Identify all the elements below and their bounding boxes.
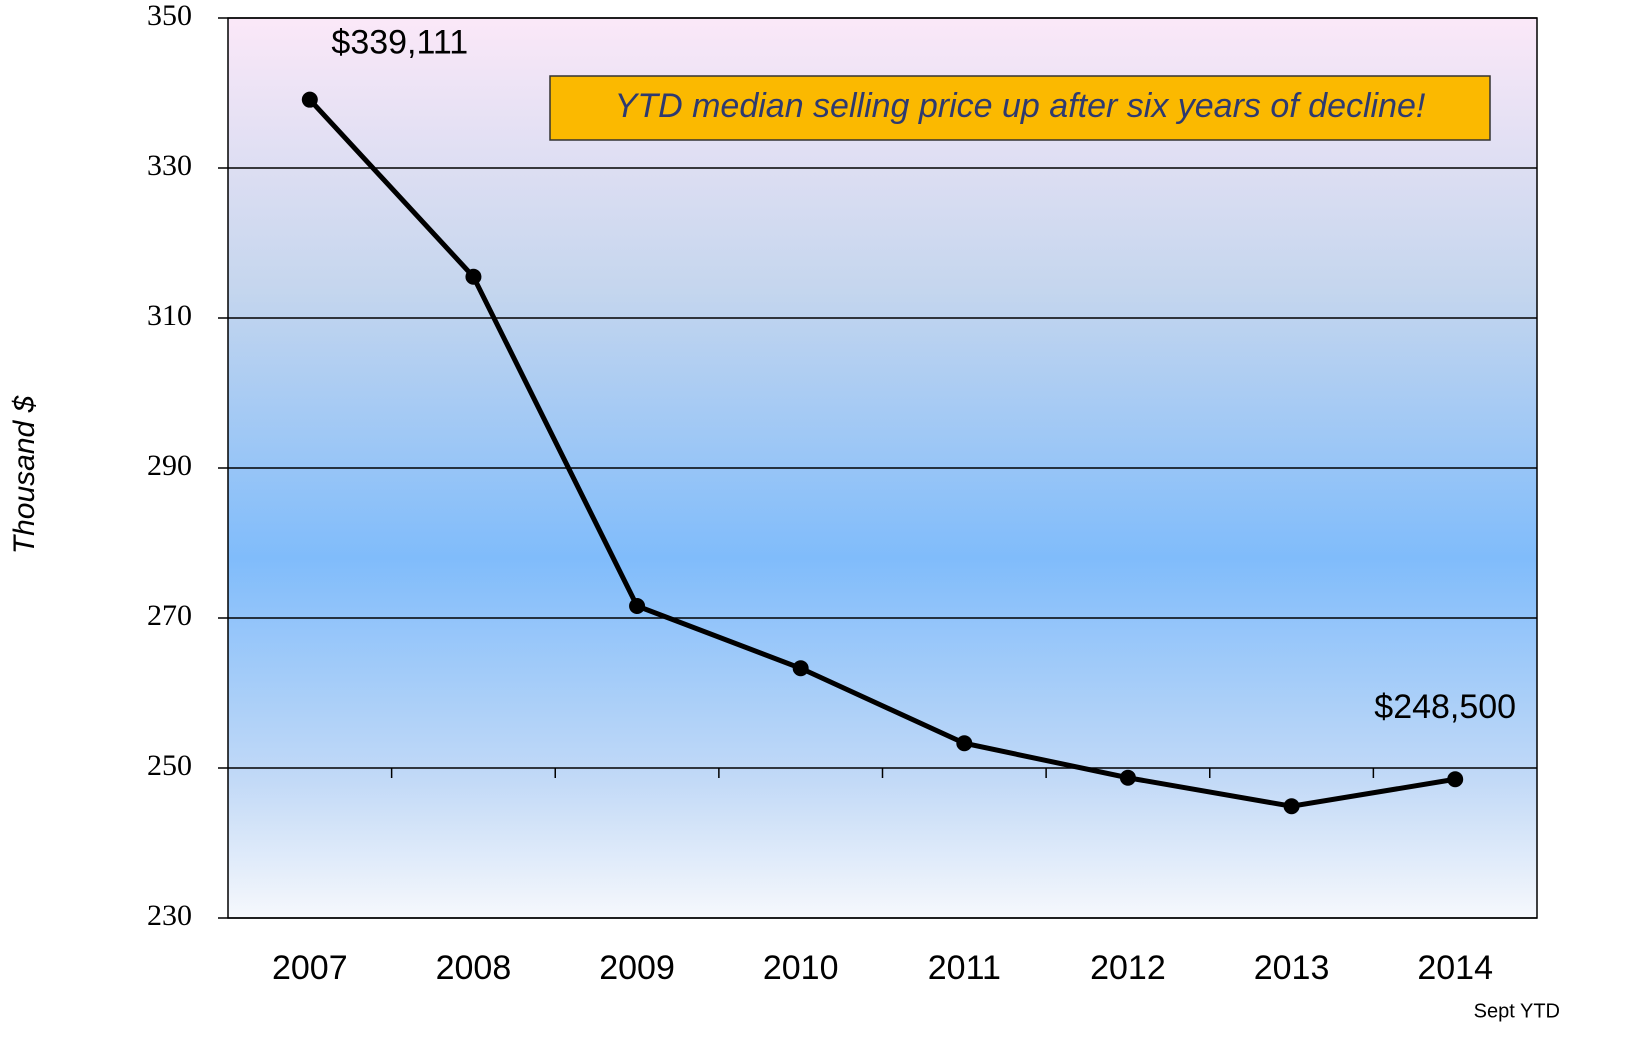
point (465, 268, 482, 285)
x-tick-label: 2007 (272, 949, 348, 987)
x-tick-label: 2011 (928, 949, 1001, 987)
x-tick-label: 2013 (1254, 949, 1330, 987)
point (1447, 771, 1464, 788)
x-tick-label: 2012 (1090, 949, 1166, 987)
point (1119, 769, 1136, 786)
y-axis-label: Thousand $ (8, 394, 41, 554)
point (956, 735, 973, 752)
y-tick-label: 310 (147, 299, 192, 332)
data-label: $248,500 (1374, 688, 1516, 726)
y-tick-label: 270 (147, 599, 192, 632)
point (1283, 798, 1300, 815)
line (307, 97, 1456, 809)
x-tick-label: 2009 (599, 949, 675, 987)
x-tick-label: 2014 (1417, 949, 1493, 987)
point (301, 91, 318, 108)
y-tick-label: 230 (147, 899, 192, 932)
footnote: Sept YTD (1474, 1000, 1560, 1022)
plot-frame (227, 17, 1538, 919)
y-tick-label: 350 (147, 0, 192, 32)
point (629, 598, 646, 614)
x-tick-label: 2010 (763, 949, 839, 987)
y-tick-label: 250 (147, 749, 192, 782)
annotation: YTD median selling price up after six ye… (615, 87, 1426, 125)
y-tick-label: 290 (147, 449, 192, 482)
point (792, 660, 809, 677)
annotation-box (549, 75, 1491, 141)
x-tick-label: 2008 (436, 949, 512, 987)
data-label: $339,111 (331, 24, 468, 62)
y-tick-label: 330 (147, 149, 192, 182)
